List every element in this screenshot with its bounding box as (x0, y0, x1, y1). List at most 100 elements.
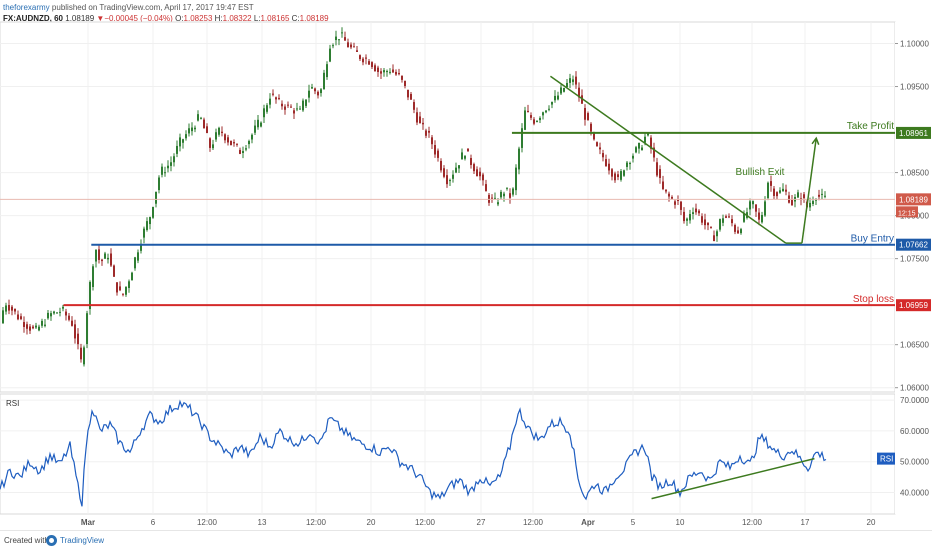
candle-body (527, 110, 529, 112)
axis-background (895, 22, 932, 514)
candle-body (629, 162, 631, 165)
candle-body (332, 45, 334, 47)
tradingview-logo-icon (46, 535, 57, 546)
time-tick-label: 5 (631, 518, 636, 527)
candle-body (809, 202, 811, 208)
candle-body (134, 257, 136, 269)
candle-body (467, 148, 469, 152)
candle-body (815, 199, 817, 201)
candle-body (374, 65, 376, 72)
candle-body (692, 212, 694, 214)
candle-body (290, 106, 292, 108)
high-label: H: (214, 14, 223, 23)
price-tick-label: 1.06000 (900, 384, 929, 393)
price-tick-label: 1.07500 (900, 255, 929, 264)
rsi-tick-label: 50.0000 (900, 458, 929, 467)
candle-body (494, 197, 496, 199)
candle-body (437, 150, 439, 158)
candle-body (566, 82, 568, 88)
candle-body (302, 100, 304, 111)
annotation-stop-loss: Stop loss (853, 294, 894, 305)
candle-body (650, 137, 652, 149)
candle-body (569, 78, 571, 83)
candle-body (41, 320, 43, 326)
candle-body (248, 141, 250, 145)
candle-body (104, 253, 106, 259)
candle-body (758, 212, 760, 220)
candle-body (752, 201, 754, 205)
candle-body (257, 119, 259, 128)
candle-body (275, 97, 277, 100)
rsi-current-label: RSI (880, 455, 893, 464)
candle-body (185, 134, 187, 139)
candle-body (32, 326, 34, 329)
price-change: ▼−0.00045 (−0.04%) (96, 14, 173, 23)
candle-body (56, 312, 58, 314)
candle-body (776, 192, 778, 197)
publisher-name[interactable]: theforexarmy (3, 3, 50, 12)
annotation-take-profit: Take Profit (847, 121, 894, 132)
tradingview-link[interactable]: TradingView (60, 536, 105, 545)
candle-body (89, 281, 91, 310)
candle-body (29, 326, 31, 331)
candle-body (455, 167, 457, 173)
candle-body (653, 147, 655, 158)
candle-body (44, 324, 46, 326)
candle-body (416, 112, 418, 123)
candle-body (728, 216, 730, 218)
candle-body (92, 266, 94, 287)
candle-body (716, 231, 718, 237)
candle-body (662, 181, 664, 190)
candle-body (230, 140, 232, 146)
chart-canvas[interactable]: 1.100001.095001.085001.080001.075001.065… (0, 0, 932, 530)
candle-body (482, 174, 484, 181)
candle-body (356, 50, 358, 52)
candle-body (536, 121, 538, 123)
price-tick-label: 1.06500 (900, 341, 929, 350)
candle-body (359, 55, 361, 60)
candle-body (524, 110, 526, 130)
candle-body (71, 320, 73, 326)
candle-body (632, 155, 634, 159)
candle-body (254, 125, 256, 133)
rsi-current-box (877, 452, 895, 465)
candle-body (239, 149, 241, 154)
candle-body (119, 286, 121, 291)
price-axis-label: 1.08189 (899, 195, 928, 204)
candle-body (158, 177, 160, 191)
candle-body (617, 174, 619, 178)
candle-body (251, 134, 253, 140)
price-tick-label: 1.09500 (900, 83, 929, 92)
candle-body (560, 87, 562, 94)
time-tick-label: 20 (867, 518, 876, 527)
time-tick-label: 6 (151, 518, 156, 527)
candle-body (779, 190, 781, 193)
candle-body (479, 171, 481, 177)
high-value: 1.08322 (222, 14, 252, 23)
candle-body (818, 194, 820, 197)
candle-body (14, 308, 16, 312)
created-with-text: Created with (4, 536, 49, 545)
candle-body (116, 282, 118, 293)
candle-body (773, 188, 775, 196)
candle-body (419, 116, 421, 124)
candle-body (707, 222, 709, 226)
candle-body (167, 165, 169, 169)
candle-body (623, 170, 625, 176)
candle-body (803, 194, 805, 199)
candle-body (476, 169, 478, 177)
open-label: O: (175, 14, 184, 23)
candle-body (269, 98, 271, 105)
candle-body (620, 171, 622, 180)
time-tick-label: 27 (477, 518, 486, 527)
candle-body (710, 227, 712, 229)
candle-body (20, 316, 22, 320)
symbol-line: FX:AUDNZD, 60 1.08189 ▼−0.00045 (−0.04%)… (3, 13, 329, 24)
candle-body (695, 208, 697, 213)
candle-body (314, 88, 316, 92)
time-tick-label: 10 (676, 518, 685, 527)
candle-body (161, 166, 163, 175)
candle-body (521, 128, 523, 148)
candle-body (407, 89, 409, 98)
candle-body (212, 144, 214, 149)
